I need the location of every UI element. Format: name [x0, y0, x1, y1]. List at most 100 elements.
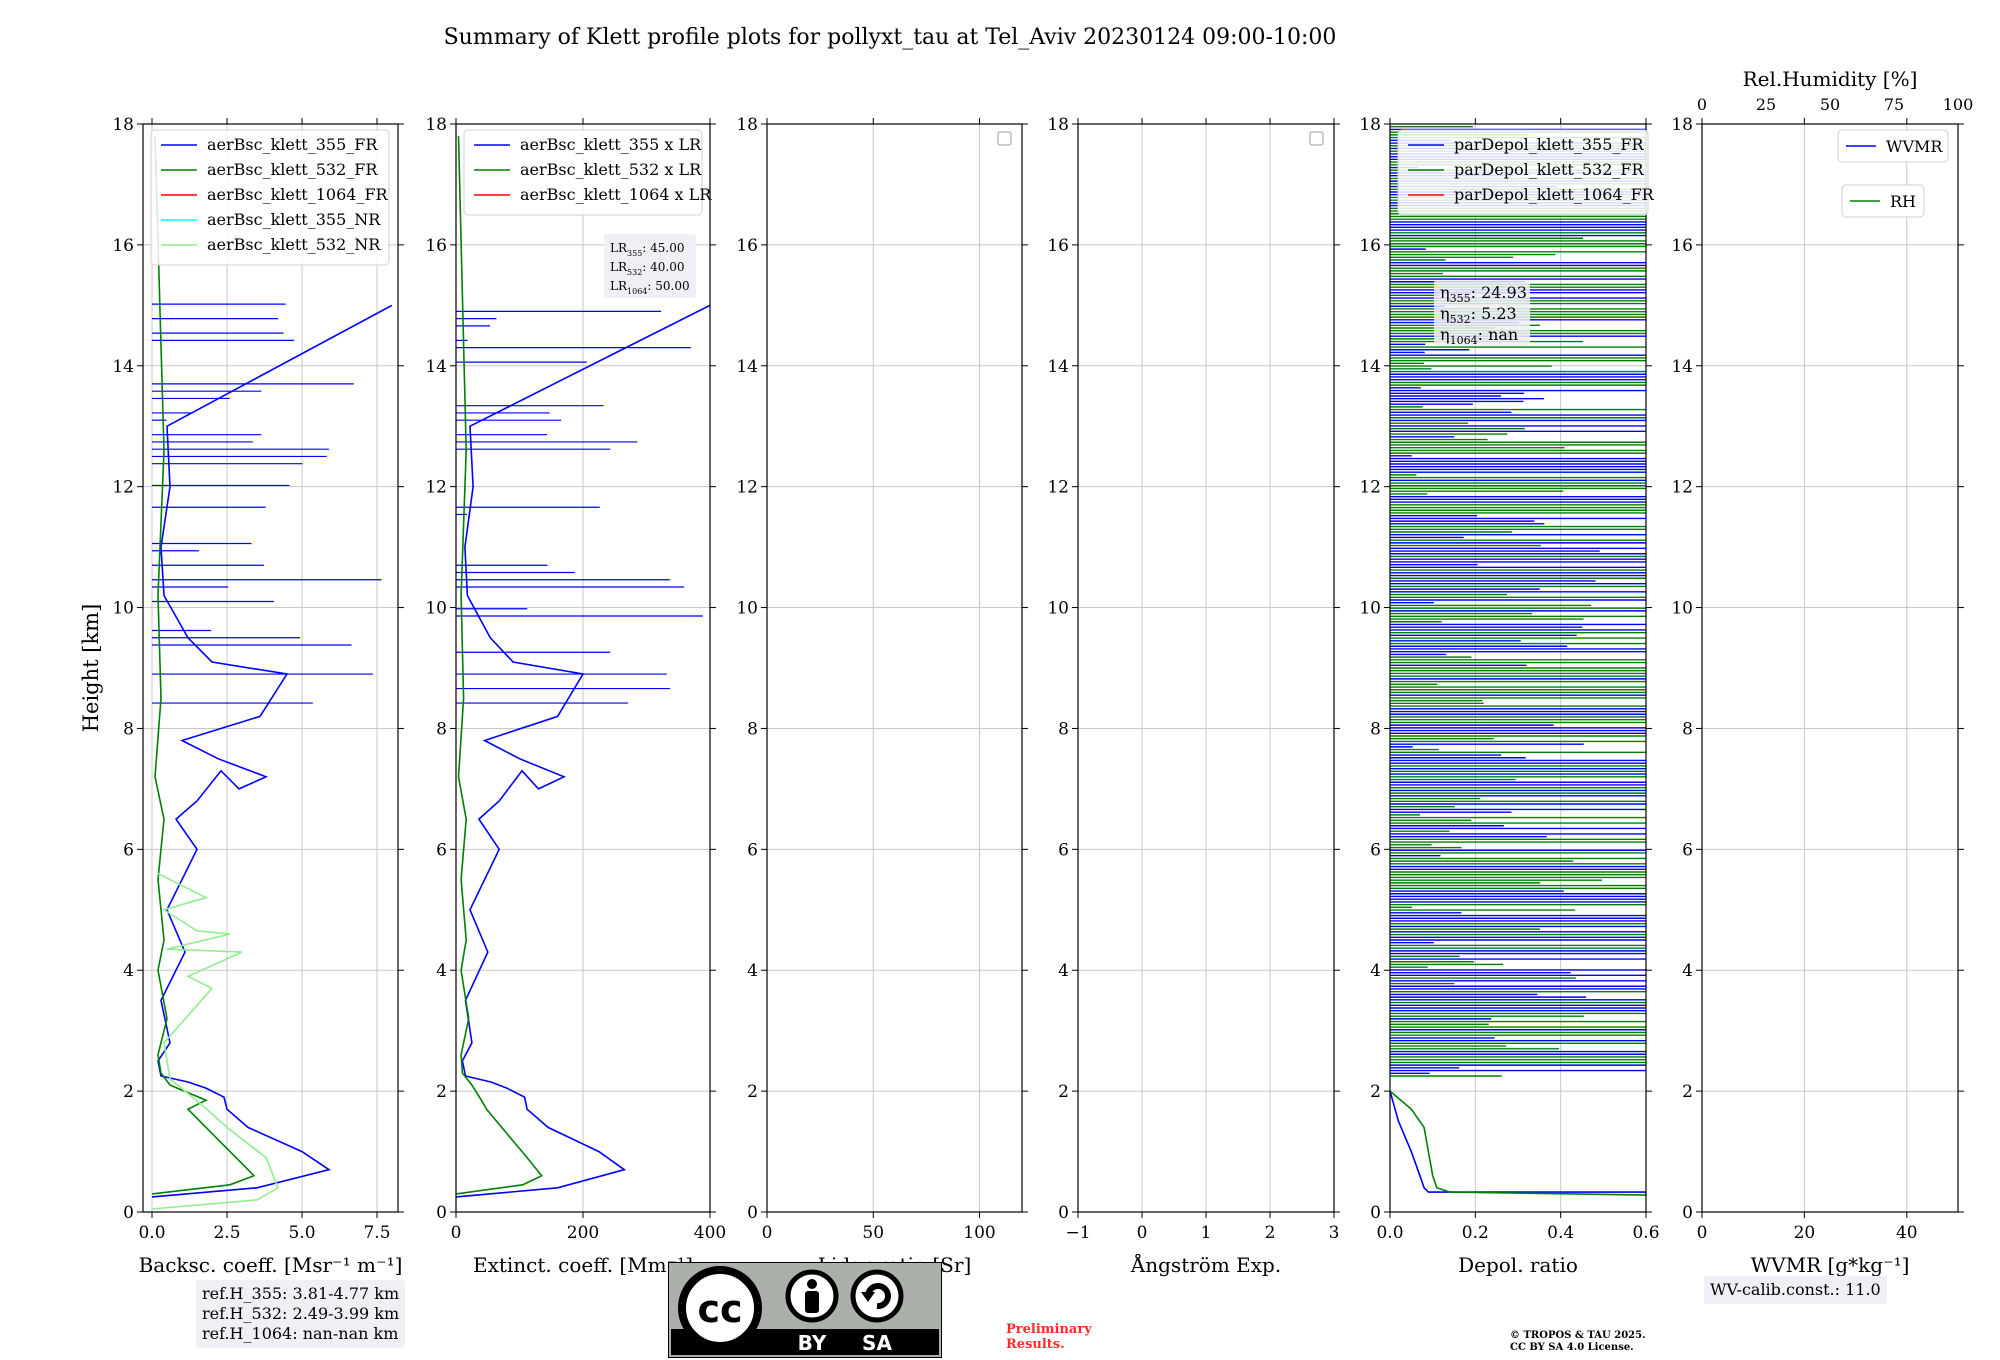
legend-box — [463, 129, 703, 216]
y-tick-label: 0 — [123, 1203, 134, 1223]
y-tick-label: 6 — [747, 840, 758, 860]
y-tick-label: 10 — [1671, 599, 1693, 619]
share-alike-icon — [850, 1269, 904, 1323]
x-tick-label: 50 — [862, 1223, 884, 1243]
panel-frame — [766, 123, 1023, 1213]
y-tick-label: 14 — [1047, 357, 1069, 377]
legend-label: aerBsc_klett_1064_FR — [207, 185, 389, 204]
cc-logo-icon: cc — [678, 1266, 762, 1350]
y-tick-label: 10 — [425, 599, 447, 619]
y-tick-label: 18 — [1047, 115, 1069, 135]
y-tick-label: 12 — [1671, 478, 1693, 498]
x-tick-label: 40 — [1896, 1223, 1918, 1243]
y-tick-label: 18 — [112, 115, 134, 135]
x-tick-label: 0.0 — [138, 1223, 165, 1243]
ref-height-532: ref.H_532: 2.49-3.99 km — [202, 1304, 400, 1323]
x-tick-label: 2.5 — [213, 1223, 240, 1243]
y-tick-label: 16 — [1359, 236, 1381, 256]
y-tick-label: 10 — [112, 599, 134, 619]
panel-depol: 0 2 4 6 8 10 12 14 16 18 0.0 0.2 0.4 0.6 Depol. ratio p… — [1359, 115, 1659, 1277]
legend-label: aerBsc_klett_532 x LR — [520, 160, 702, 179]
top-x-tick-label: 100 — [1943, 95, 1974, 114]
badge-sa-label: SA — [862, 1331, 892, 1355]
y-tick-label: 12 — [1359, 478, 1381, 498]
x-axis-label: Backsc. coeff. [Msr⁻¹ m⁻¹] — [139, 1253, 403, 1277]
preliminary-line-2: Results. — [1006, 1337, 1065, 1352]
plot-area — [151, 136, 393, 1210]
y-tick-label: 2 — [1370, 1082, 1381, 1102]
lr-label: LR532: 40.00 — [610, 260, 685, 277]
series-line-aerBsc_klett_355_FR — [151, 304, 393, 1198]
plot-area — [1390, 126, 1646, 1196]
y-tick-label: 10 — [1047, 599, 1069, 619]
y-axis-label: Height [km] — [79, 604, 103, 733]
y-tick-label: 2 — [1058, 1082, 1069, 1102]
panel-backscatter: 0 2 4 6 8 10 12 14 16 18 0.0 2.5 5.0 7.5 Backsc. coeff… — [79, 115, 404, 1277]
series-line-aerBsc_klett_532_NR — [151, 872, 279, 1210]
top-x-tick-label: 0 — [1697, 95, 1707, 114]
copyright-note: © TROPOS & TAU 2025. CC BY SA 4.0 Licens… — [1510, 1330, 1646, 1354]
legend-label: aerBsc_klett_532_NR — [207, 235, 381, 254]
legend-label: WVMR — [1886, 137, 1943, 156]
ref-height-355: ref.H_355: 3.81-4.77 km — [202, 1284, 400, 1303]
y-tick-label: 6 — [123, 840, 134, 860]
y-tick-label: 16 — [1047, 236, 1069, 256]
y-tick-label: 4 — [1058, 961, 1069, 981]
x-axis-label: Extinct. coeff. [Mm⁻¹] — [473, 1253, 693, 1277]
x-tick-label: 100 — [963, 1223, 995, 1243]
y-tick-label: 0 — [1058, 1203, 1069, 1223]
copyright-line-1: © TROPOS & TAU 2025. — [1510, 1330, 1646, 1341]
y-tick-label: 4 — [747, 961, 758, 981]
y-tick-label: 6 — [1370, 840, 1381, 860]
x-tick-label: −1 — [1065, 1223, 1090, 1243]
y-tick-label: 6 — [436, 840, 447, 860]
x-tick-label: 0.4 — [1547, 1223, 1574, 1243]
y-tick-label: 18 — [736, 115, 758, 135]
empty-legend-box — [997, 131, 1012, 146]
y-tick-label: 4 — [1682, 961, 1693, 981]
x-axis-label: Depol. ratio — [1458, 1253, 1578, 1277]
y-tick-label: 2 — [1682, 1082, 1693, 1102]
y-tick-label: 16 — [112, 236, 134, 256]
x-tick-label: 200 — [567, 1223, 599, 1243]
x-tick-label: 400 — [694, 1223, 726, 1243]
x-tick-label: 0 — [1137, 1223, 1148, 1243]
y-tick-label: 12 — [425, 478, 447, 498]
attribution-person-icon — [785, 1269, 839, 1323]
ref-height-1064: ref.H_1064: nan-nan km — [202, 1324, 399, 1343]
y-tick-label: 0 — [747, 1203, 758, 1223]
y-tick-label: 18 — [425, 115, 447, 135]
lr-box — [604, 234, 696, 298]
y-tick-label: 6 — [1058, 840, 1069, 860]
empty-legend-box — [1309, 131, 1324, 146]
x-tick-label: 0.0 — [1376, 1223, 1403, 1243]
y-tick-label: 0 — [1370, 1203, 1381, 1223]
y-tick-label: 10 — [1359, 599, 1381, 619]
top-x-tick-label: 25 — [1756, 95, 1776, 114]
x-tick-label: 0.6 — [1632, 1223, 1659, 1243]
legend-label: aerBsc_klett_355_FR — [207, 135, 378, 154]
y-tick-label: 12 — [112, 478, 134, 498]
x-tick-label: 0 — [762, 1223, 773, 1243]
y-tick-label: 10 — [736, 599, 758, 619]
top-x-tick-label: 50 — [1820, 95, 1840, 114]
y-tick-label: 2 — [747, 1082, 758, 1102]
x-tick-label: 5.0 — [288, 1223, 315, 1243]
figure-title: Summary of Klett profile plots for polly… — [444, 25, 1337, 50]
series-line-aerBsc_klett_532 x LR — [456, 136, 543, 1195]
cc-license-badge: cc BY SA — [668, 1262, 942, 1358]
x-tick-label: 0 — [1697, 1223, 1708, 1243]
wv-calib-text: WV-calib.const.: 11.0 — [1710, 1280, 1881, 1299]
x-axis-label: Ångström Exp. — [1130, 1252, 1281, 1277]
y-tick-label: 0 — [1682, 1203, 1693, 1223]
copyright-line-2: CC BY SA 4.0 License. — [1510, 1342, 1634, 1353]
y-tick-label: 14 — [1359, 357, 1381, 377]
y-tick-label: 2 — [436, 1082, 447, 1102]
x-tick-label: 20 — [1794, 1223, 1816, 1243]
y-tick-label: 16 — [736, 236, 758, 256]
